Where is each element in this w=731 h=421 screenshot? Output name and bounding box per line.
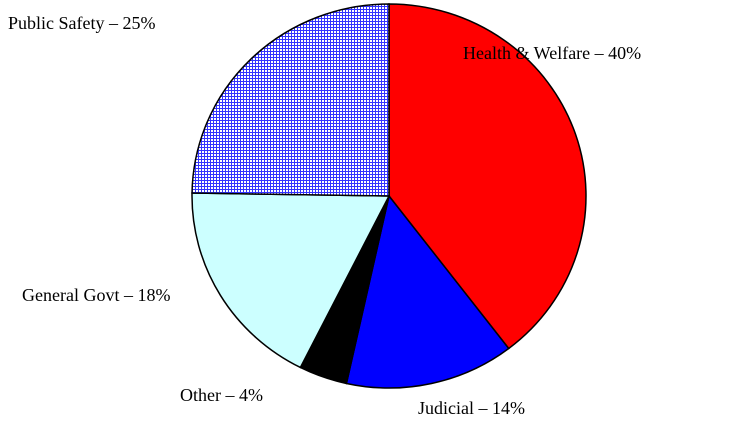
slice-label: Other – 4%: [180, 385, 263, 405]
slice-label: Judicial – 14%: [418, 398, 525, 418]
pie-slice: [191, 3, 390, 197]
slice-label: General Govt – 18%: [22, 285, 170, 305]
pie-slice: [191, 192, 391, 369]
pie-slice: [345, 194, 510, 389]
slice-label: Health & Welfare – 40%: [463, 43, 641, 63]
pie-slice: [388, 3, 587, 350]
slice-label: Public Safety – 25%: [8, 13, 155, 33]
